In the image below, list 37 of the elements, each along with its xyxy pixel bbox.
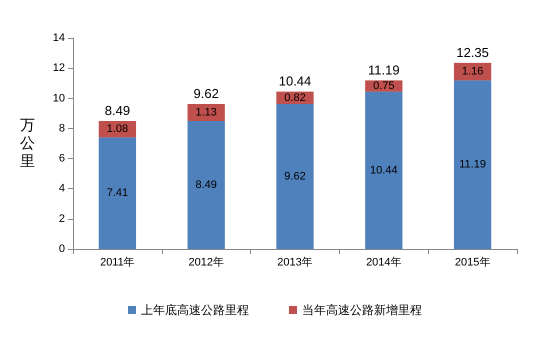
total-label: 9.62 (194, 86, 219, 102)
data-label: 10.44 (370, 164, 398, 176)
data-label: 11.19 (459, 158, 486, 171)
data-label: 8.49 (195, 179, 217, 192)
data-label: 0.75 (373, 80, 395, 92)
data-label: 1.16 (462, 66, 484, 78)
y-tick-label: 14 (52, 32, 65, 44)
bar (98, 137, 136, 249)
x-tick-label: 2013年 (277, 256, 313, 268)
bar (454, 80, 492, 249)
bar (365, 92, 402, 249)
legend-label: 当年高速公路新增里程 (302, 303, 422, 317)
bar (188, 104, 225, 122)
legend-label: 上年底高速公路里程 (141, 303, 249, 317)
x-tick-label: 2011年 (100, 256, 135, 268)
y-tick-label: 8 (58, 122, 65, 134)
y-axis-title: 万公里 (20, 117, 35, 170)
x-tick-label: 2015年 (454, 256, 490, 268)
x-tick-label: 2012年 (188, 256, 224, 268)
y-tick-label: 0 (58, 243, 65, 255)
y-tick-label: 2 (58, 212, 65, 225)
total-label: 11.19 (368, 62, 400, 78)
y-tick-label: 10 (52, 92, 65, 104)
bar (276, 104, 314, 249)
data-label: 9.62 (284, 170, 306, 183)
bar (188, 121, 225, 249)
total-label: 12.35 (456, 44, 489, 60)
total-label: 10.44 (278, 74, 312, 89)
data-label: 0.82 (284, 92, 306, 104)
data-label: 1.08 (106, 123, 128, 136)
data-label: 7.41 (106, 187, 128, 200)
y-tick-label: 6 (58, 152, 65, 165)
x-tick-label: 2014年 (366, 256, 402, 268)
y-tick-label: 4 (58, 182, 65, 195)
total-label: 8.49 (104, 103, 130, 118)
data-label: 1.13 (195, 106, 217, 119)
y-tick-label: 12 (52, 62, 65, 74)
